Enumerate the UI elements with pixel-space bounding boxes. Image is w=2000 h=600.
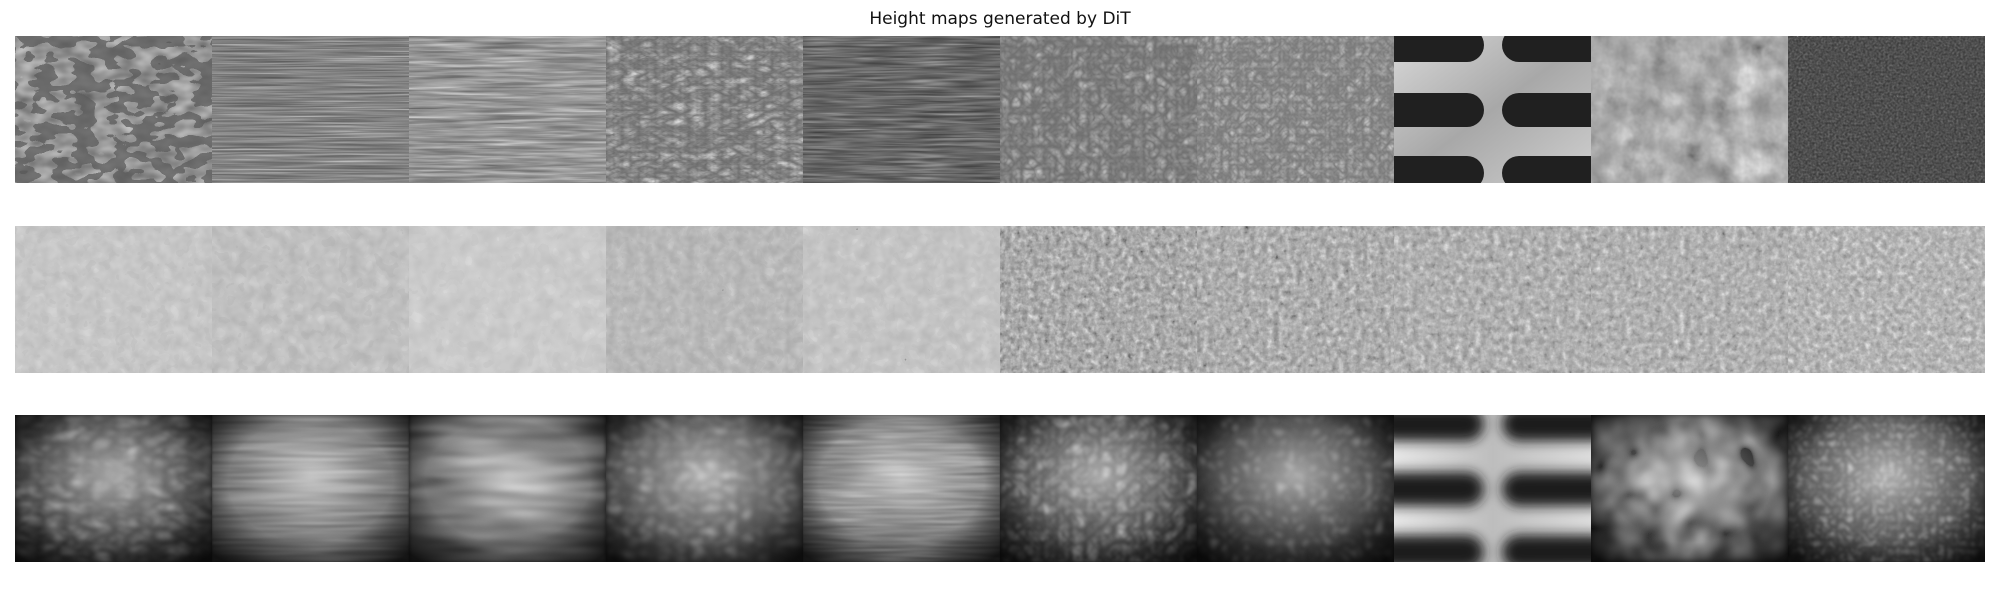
tile-noise-4 [606,226,803,373]
row-2 [15,226,1985,373]
tile-noise-7 [1197,226,1394,373]
tile-noise-10 [1788,226,1985,373]
tile-soft-bright-disc [803,415,1000,562]
tile-soft-slotted [1394,415,1591,562]
tile-noise-8 [1394,226,1591,373]
tile-basket-weave [1000,36,1197,183]
row-1 [15,36,1985,183]
tile-soft-basket [1000,415,1197,562]
tile-brushed-stripes [212,36,409,183]
tile-hex-mesh [15,36,212,183]
tile-noise-5 [803,226,1000,373]
tile-plain-weave [1197,36,1394,183]
tile-crumpled-fabric [1591,36,1788,183]
tile-diagonal-fibers [409,36,606,183]
tile-soft-knit [606,415,803,562]
tile-noise-3 [409,226,606,373]
tile-knit-weave [606,36,803,183]
tile-soft-diamond [1788,415,1985,562]
tile-noise-9 [1591,226,1788,373]
tile-dotted-dark [1788,36,1985,183]
tile-dark-brushed [803,36,1000,183]
tile-soft-grid [1197,415,1394,562]
tile-slotted-metal [1394,36,1591,183]
tile-noise-6 [1000,226,1197,373]
tile-soft-hex-mesh [15,415,212,562]
tile-noise-2 [212,226,409,373]
tile-soft-brushed [212,415,409,562]
tile-noise-1 [15,226,212,373]
figure-title: Height maps generated by DiT [869,9,1131,29]
row-3 [15,415,1985,562]
tile-soft-diagonal [409,415,606,562]
tile-soft-blobs [1591,415,1788,562]
